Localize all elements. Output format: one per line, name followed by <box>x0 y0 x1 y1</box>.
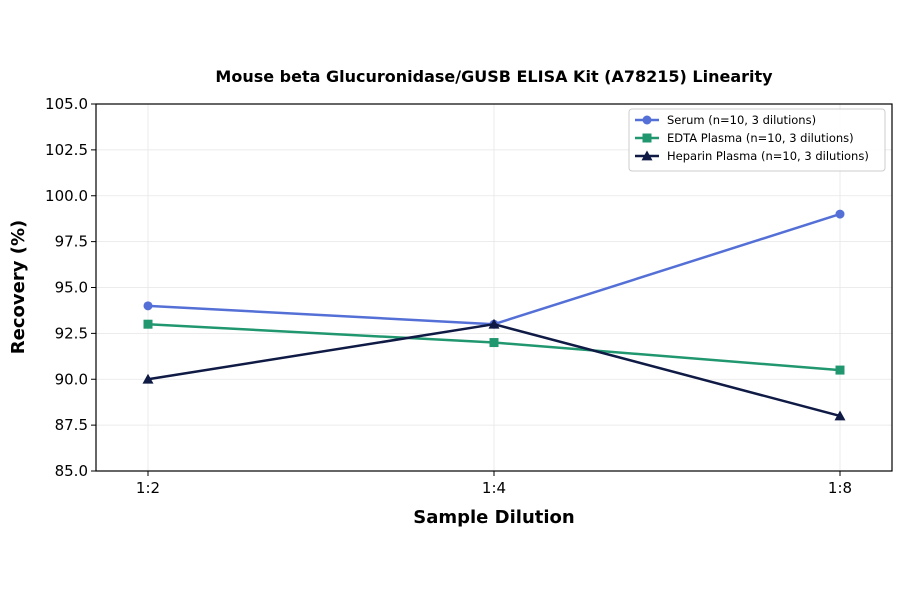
legend-item: Heparin Plasma (n=10, 3 dilutions) <box>635 149 869 163</box>
data-point <box>488 318 500 329</box>
data-point <box>143 319 153 329</box>
legend-item: Serum (n=10, 3 dilutions) <box>635 113 816 127</box>
x-tick-label: 1:2 <box>136 479 160 497</box>
y-tick-label: 105.0 <box>45 95 88 113</box>
data-point <box>142 373 154 384</box>
y-tick-label: 90.0 <box>55 370 88 388</box>
y-tick-label: 95.0 <box>55 279 88 297</box>
data-point <box>489 338 499 348</box>
chart-title: Mouse beta Glucuronidase/GUSB ELISA Kit … <box>215 67 773 86</box>
y-axis-ticks: 85.0 87.5 90.0 92.5 95.0 97.5 100.0 102.5 105.0 <box>45 95 96 480</box>
y-axis-label: Recovery (%) <box>8 220 29 354</box>
data-point <box>835 209 845 219</box>
legend-item: EDTA Plasma (n=10, 3 dilutions) <box>635 131 854 145</box>
series-3 <box>142 318 846 421</box>
legend-label: Serum (n=10, 3 dilutions) <box>667 113 816 127</box>
legend-marker <box>641 150 653 161</box>
legend-label: Heparin Plasma (n=10, 3 dilutions) <box>667 149 869 163</box>
y-tick-label: 102.5 <box>45 141 88 159</box>
legend-box <box>628 108 886 172</box>
legend-label: EDTA Plasma (n=10, 3 dilutions) <box>667 131 854 145</box>
y-tick-label: 97.5 <box>55 233 88 251</box>
series-layer <box>142 209 846 421</box>
legend-marker <box>642 115 652 125</box>
x-axis-label: Sample Dilution <box>413 507 574 528</box>
x-tick-label: 1:8 <box>828 479 852 497</box>
data-point <box>834 410 846 421</box>
legend-marker <box>642 133 652 143</box>
y-tick-label: 92.5 <box>55 324 88 342</box>
legend: Serum (n=10, 3 dilutions) EDTA Plasma (n=… <box>628 108 886 172</box>
y-tick-label: 87.5 <box>55 416 88 434</box>
y-tick-label: 85.0 <box>55 462 88 480</box>
x-axis-ticks: 1:2 1:4 1:8 <box>136 471 852 497</box>
data-point <box>143 301 153 311</box>
y-tick-label: 100.0 <box>45 187 88 205</box>
series-2 <box>143 319 845 375</box>
data-point <box>835 365 845 375</box>
x-tick-label: 1:4 <box>482 479 506 497</box>
